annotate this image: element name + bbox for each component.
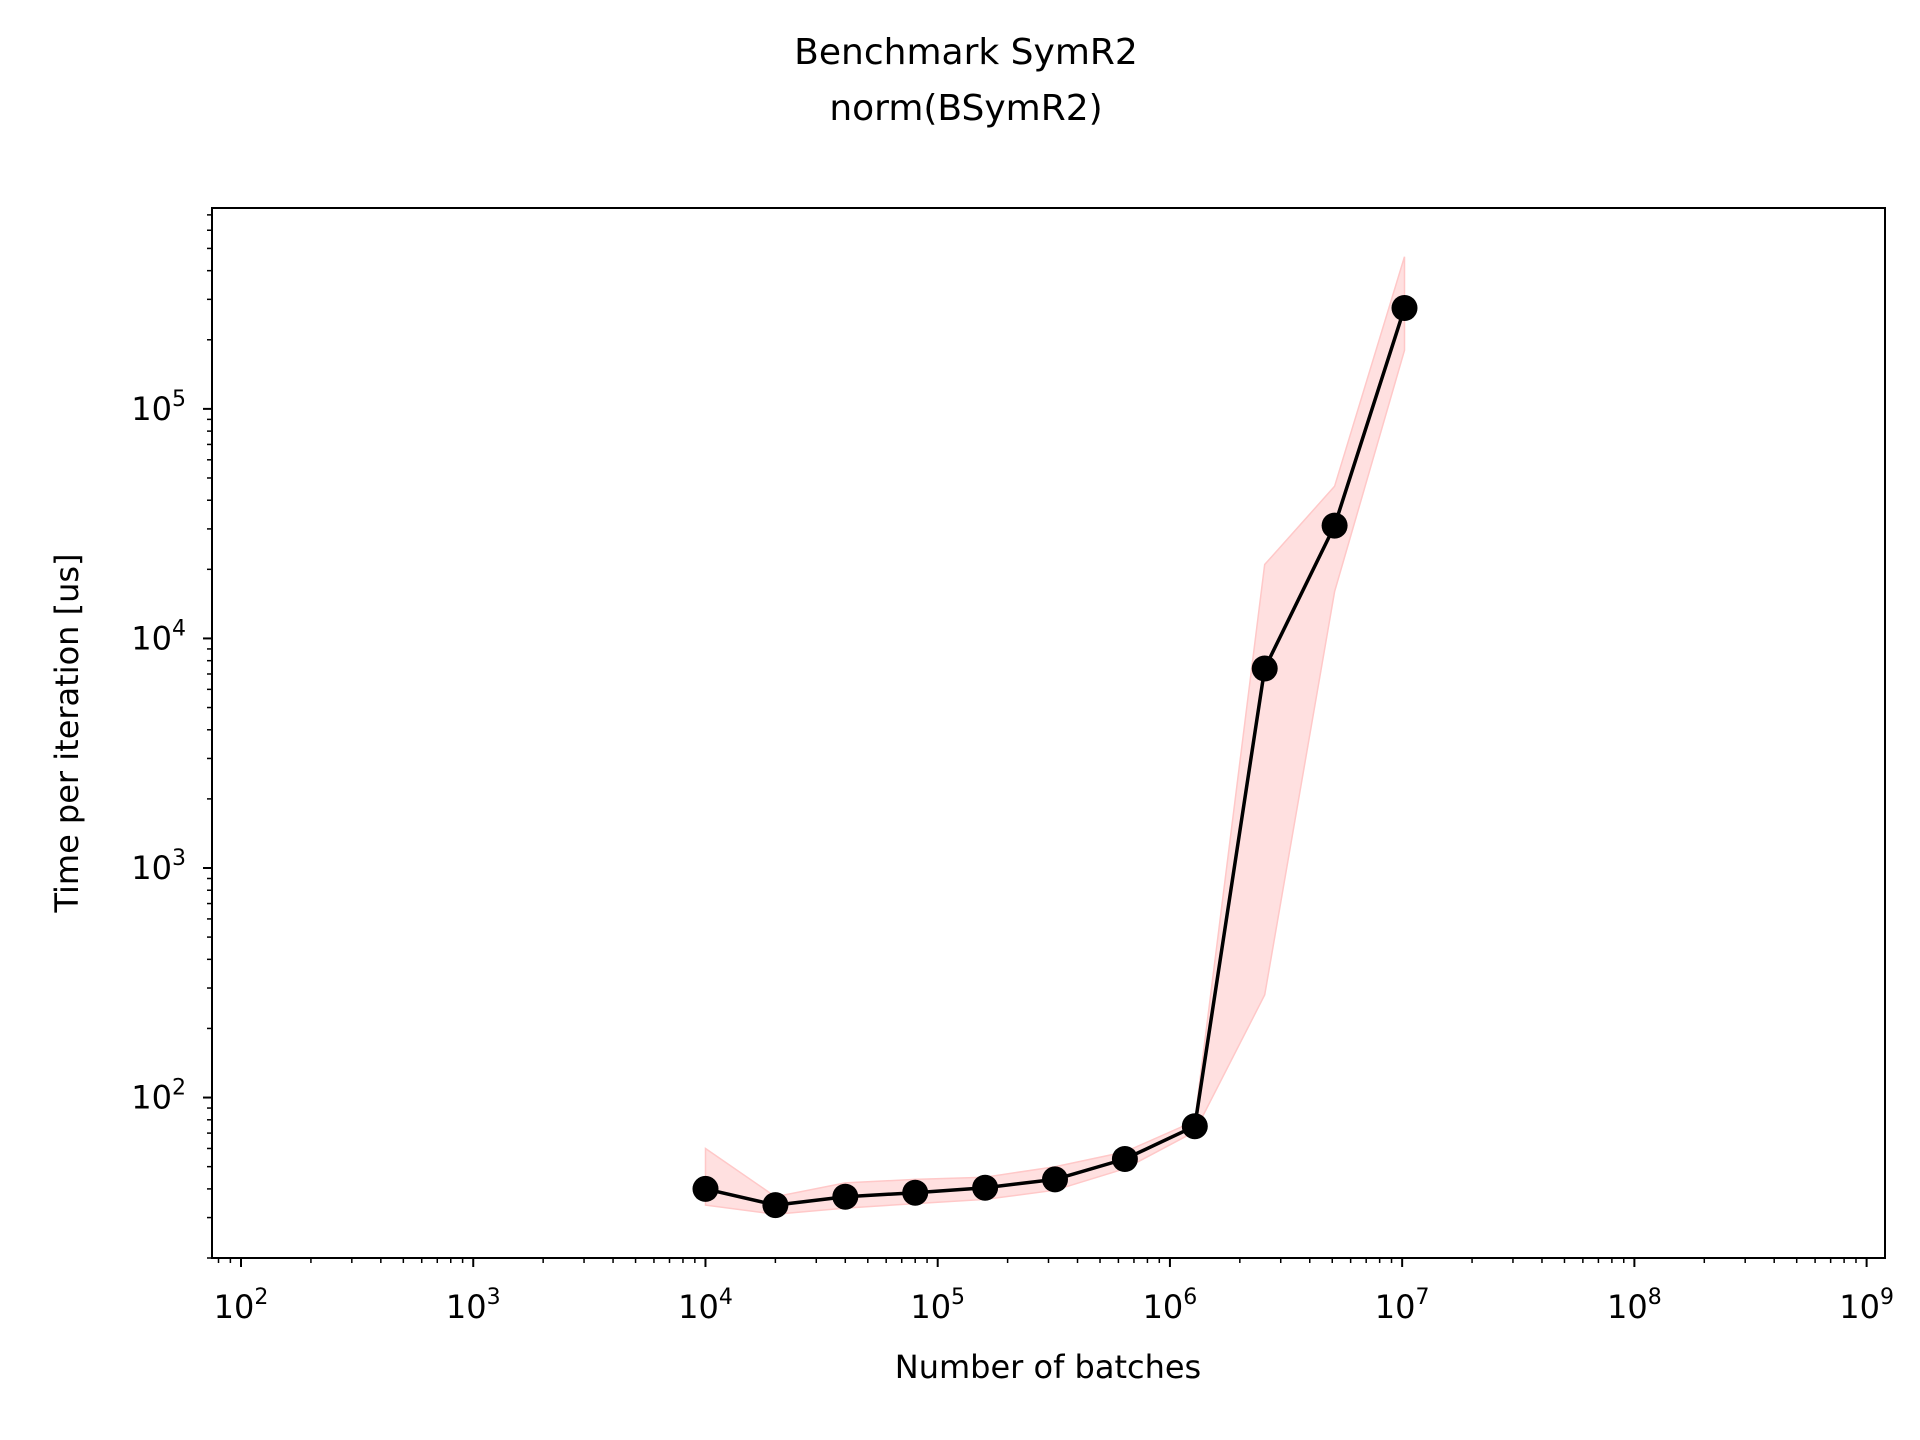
data-point — [1111, 1146, 1138, 1172]
data-point — [1042, 1166, 1068, 1193]
y-tick-label: 105 — [131, 387, 186, 428]
y-tick-label: 103 — [131, 846, 186, 887]
error-band-layer — [704, 256, 1406, 1216]
x-tick-label: 104 — [678, 1285, 733, 1326]
data-point — [1251, 655, 1278, 682]
chart-title: Benchmark SymR2 — [794, 32, 1138, 73]
marker-layer — [692, 295, 1418, 1219]
y-axis-label: Time per iteration [us] — [48, 553, 86, 913]
x-tick-label: 109 — [1839, 1285, 1894, 1326]
data-point — [1181, 1113, 1208, 1140]
data-point — [1321, 512, 1348, 539]
x-tick-label: 107 — [1375, 1285, 1430, 1326]
y-tick-label: 102 — [131, 1076, 186, 1117]
x-tick-label: 102 — [214, 1285, 269, 1326]
data-point — [832, 1183, 859, 1210]
chart-subtitle: norm(BSymR2) — [829, 88, 1102, 129]
data-point — [972, 1174, 999, 1201]
y-tick-label: 104 — [131, 616, 186, 657]
data-point — [692, 1175, 719, 1202]
x-tick-label: 105 — [910, 1285, 965, 1326]
x-axis-label: Number of batches — [895, 1348, 1201, 1386]
data-point — [1391, 295, 1418, 321]
plot-frame — [211, 207, 1886, 1259]
x-tick-label: 106 — [1143, 1285, 1198, 1326]
data-point — [762, 1192, 789, 1219]
x-tick-label: 108 — [1607, 1285, 1662, 1326]
x-tick-label: 103 — [446, 1285, 501, 1326]
data-point — [902, 1179, 929, 1206]
tick-layer: 102 103 104 105 106 107 108 109 102 103 104 105 — [131, 214, 1894, 1326]
error-band — [704, 256, 1406, 1216]
